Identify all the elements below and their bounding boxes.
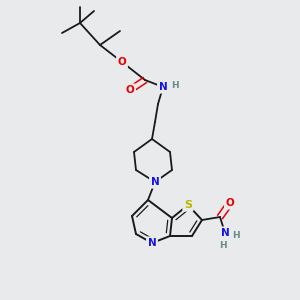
- Text: N: N: [148, 238, 156, 248]
- Text: O: O: [226, 198, 234, 208]
- Text: N: N: [220, 228, 230, 238]
- Text: S: S: [184, 200, 192, 210]
- Text: N: N: [151, 177, 159, 187]
- Text: O: O: [118, 57, 126, 67]
- Text: N: N: [159, 82, 167, 92]
- Text: O: O: [126, 85, 134, 95]
- Text: H: H: [232, 230, 240, 239]
- Text: H: H: [171, 80, 179, 89]
- Text: H: H: [219, 242, 227, 250]
